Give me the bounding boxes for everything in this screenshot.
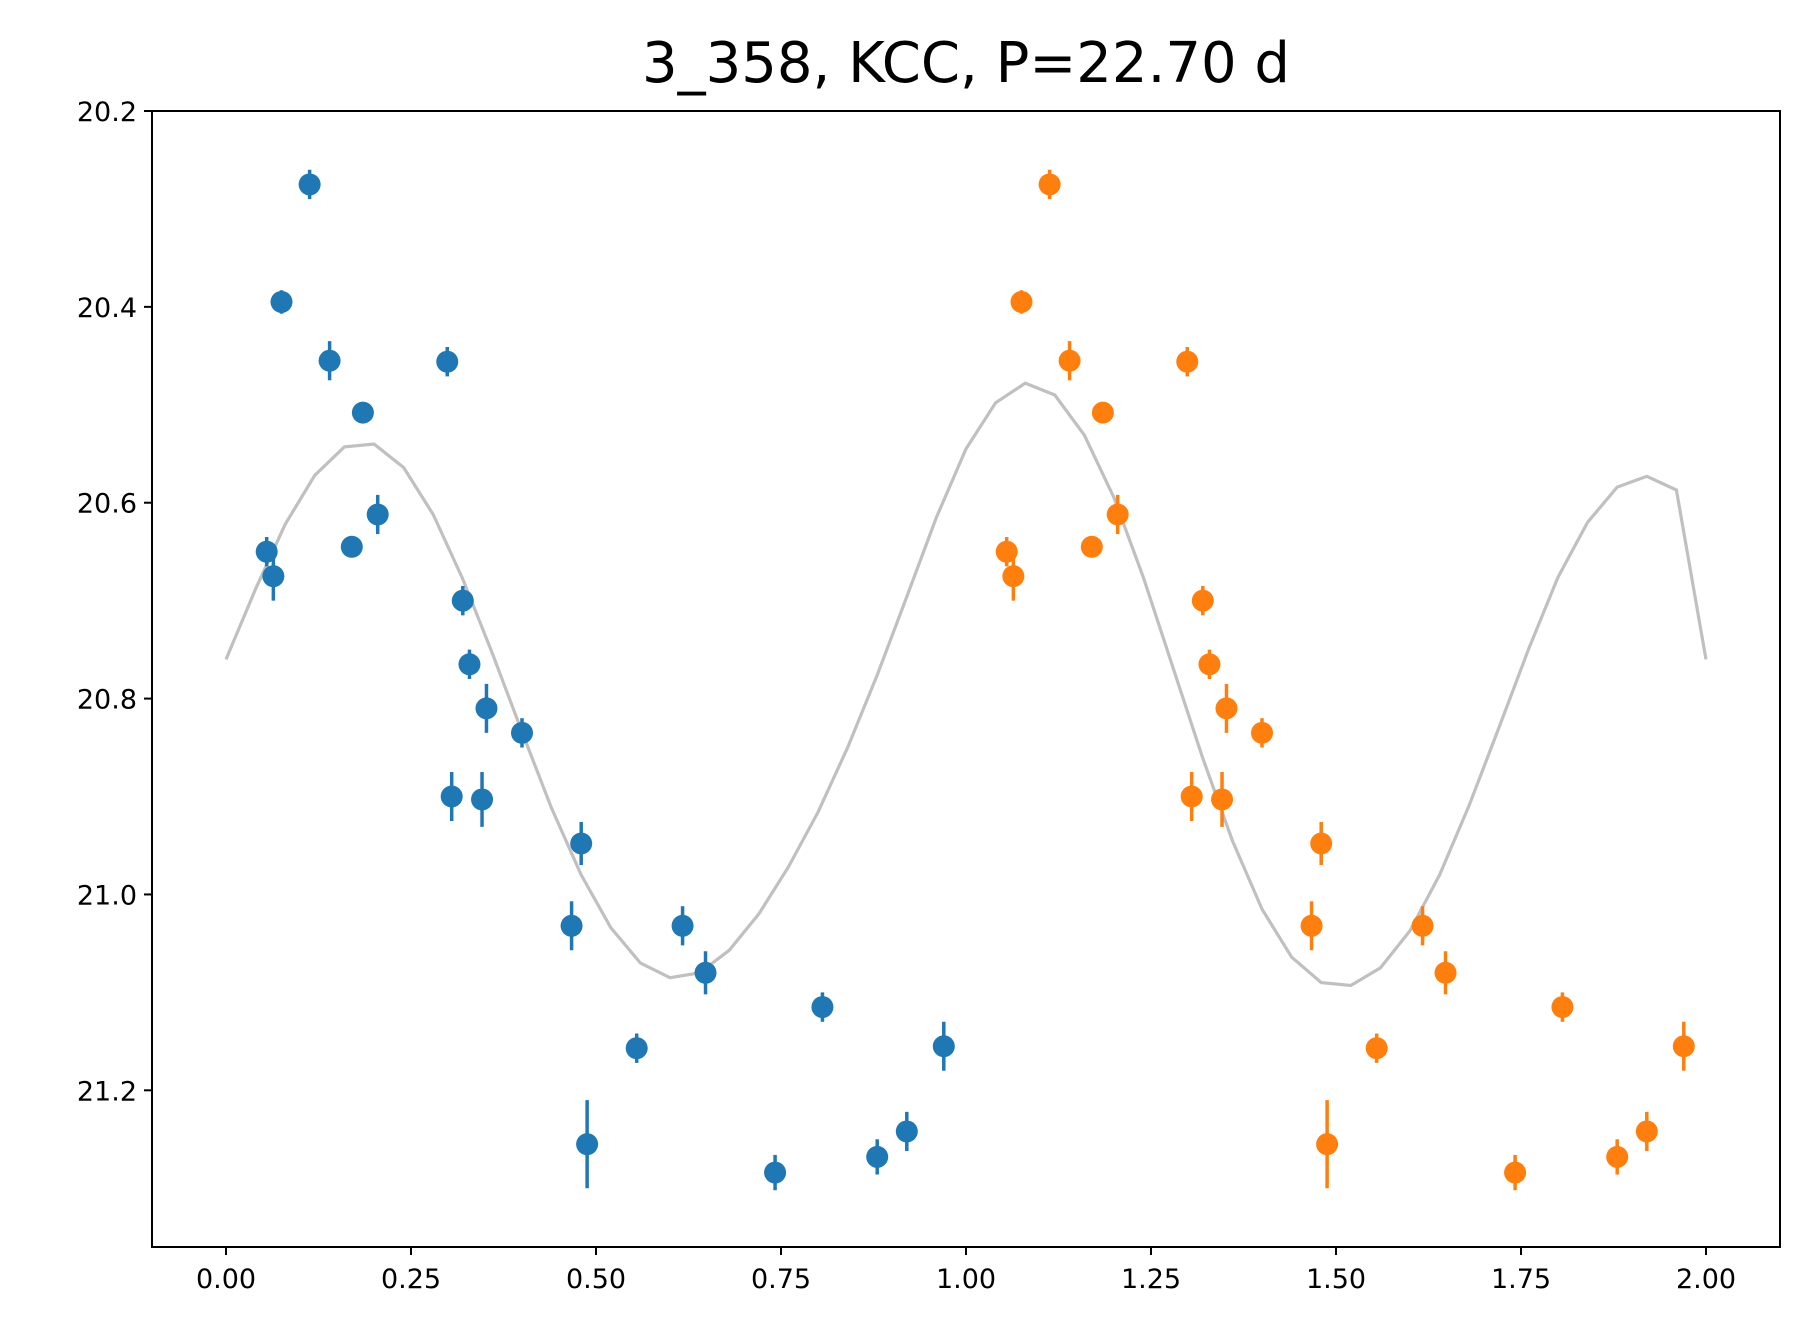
data-point <box>1191 589 1214 612</box>
x-tick-label: 1.25 <box>1121 1264 1181 1295</box>
data-point <box>318 349 341 372</box>
data-point <box>511 721 533 744</box>
data-point <box>1251 721 1273 744</box>
x-tick-label: 0.25 <box>381 1264 441 1295</box>
data-point <box>1106 503 1129 526</box>
data-point <box>576 1133 599 1156</box>
plot-area <box>224 169 1708 1191</box>
data-point <box>298 173 321 196</box>
data-point <box>1198 653 1221 676</box>
data-point <box>1215 697 1238 720</box>
x-tick-label: 0.75 <box>751 1264 811 1295</box>
data-point <box>671 914 694 937</box>
data-point <box>1211 788 1234 811</box>
y-tick-label: 21.2 <box>77 1076 137 1107</box>
data-point <box>475 697 498 720</box>
y-tick-label: 20.8 <box>77 685 137 716</box>
data-point <box>560 914 583 937</box>
y-tick-label: 20.4 <box>77 293 137 324</box>
data-point <box>440 785 463 808</box>
data-point <box>270 290 293 313</box>
data-point <box>1010 290 1033 313</box>
data-point <box>1434 961 1457 984</box>
data-point <box>1365 1037 1388 1060</box>
data-point <box>895 1120 918 1143</box>
data-point <box>932 1035 955 1058</box>
data-point <box>1635 1120 1658 1143</box>
x-axis: 0.00 0.25 0.50 0.75 1.00 1.25 1.50 1.75 2.00 <box>196 1247 1736 1295</box>
data-point <box>694 961 717 984</box>
data-point <box>1091 401 1114 424</box>
data-point <box>1504 1161 1527 1184</box>
model-curve <box>224 381 1708 988</box>
y-axis: 20.2 20.4 20.6 20.8 21.0 21.2 <box>77 97 152 1107</box>
data-point <box>1411 914 1434 937</box>
data-point <box>1176 350 1199 373</box>
x-tick-label: 1.00 <box>936 1264 996 1295</box>
data-point <box>1300 914 1323 937</box>
errorbar-series-1 <box>255 169 955 1191</box>
data-point <box>866 1145 889 1168</box>
data-point <box>262 565 285 588</box>
errorbar-series-2 <box>995 169 1695 1191</box>
data-point <box>1038 173 1061 196</box>
data-point <box>366 503 389 526</box>
data-point <box>764 1161 787 1184</box>
data-point <box>471 788 494 811</box>
y-tick-label: 20.2 <box>77 97 137 128</box>
data-point <box>1058 349 1081 372</box>
x-tick-label: 0.50 <box>566 1264 626 1295</box>
chart-title: 3_358, KCC, P=22.70 d <box>642 31 1290 96</box>
data-point <box>1672 1035 1695 1058</box>
data-point <box>451 589 474 612</box>
data-point <box>351 401 374 424</box>
data-point <box>1310 832 1333 855</box>
axes-frame <box>151 110 1781 1248</box>
x-tick-label: 0.00 <box>196 1264 256 1295</box>
data-point <box>436 350 459 373</box>
y-tick-label: 21.0 <box>77 880 137 911</box>
data-point <box>1080 535 1103 558</box>
data-point <box>811 996 834 1019</box>
data-point <box>625 1037 648 1060</box>
x-tick-label: 1.50 <box>1306 1264 1366 1295</box>
data-point <box>570 832 593 855</box>
data-point <box>1551 996 1574 1019</box>
data-point <box>340 535 363 558</box>
data-point <box>1180 785 1203 808</box>
data-point <box>1606 1145 1629 1168</box>
data-point <box>1316 1133 1339 1156</box>
data-point <box>1002 565 1025 588</box>
y-tick-label: 20.6 <box>77 489 137 520</box>
data-point <box>458 653 481 676</box>
x-tick-label: 1.75 <box>1491 1264 1551 1295</box>
x-tick-label: 2.00 <box>1676 1264 1736 1295</box>
